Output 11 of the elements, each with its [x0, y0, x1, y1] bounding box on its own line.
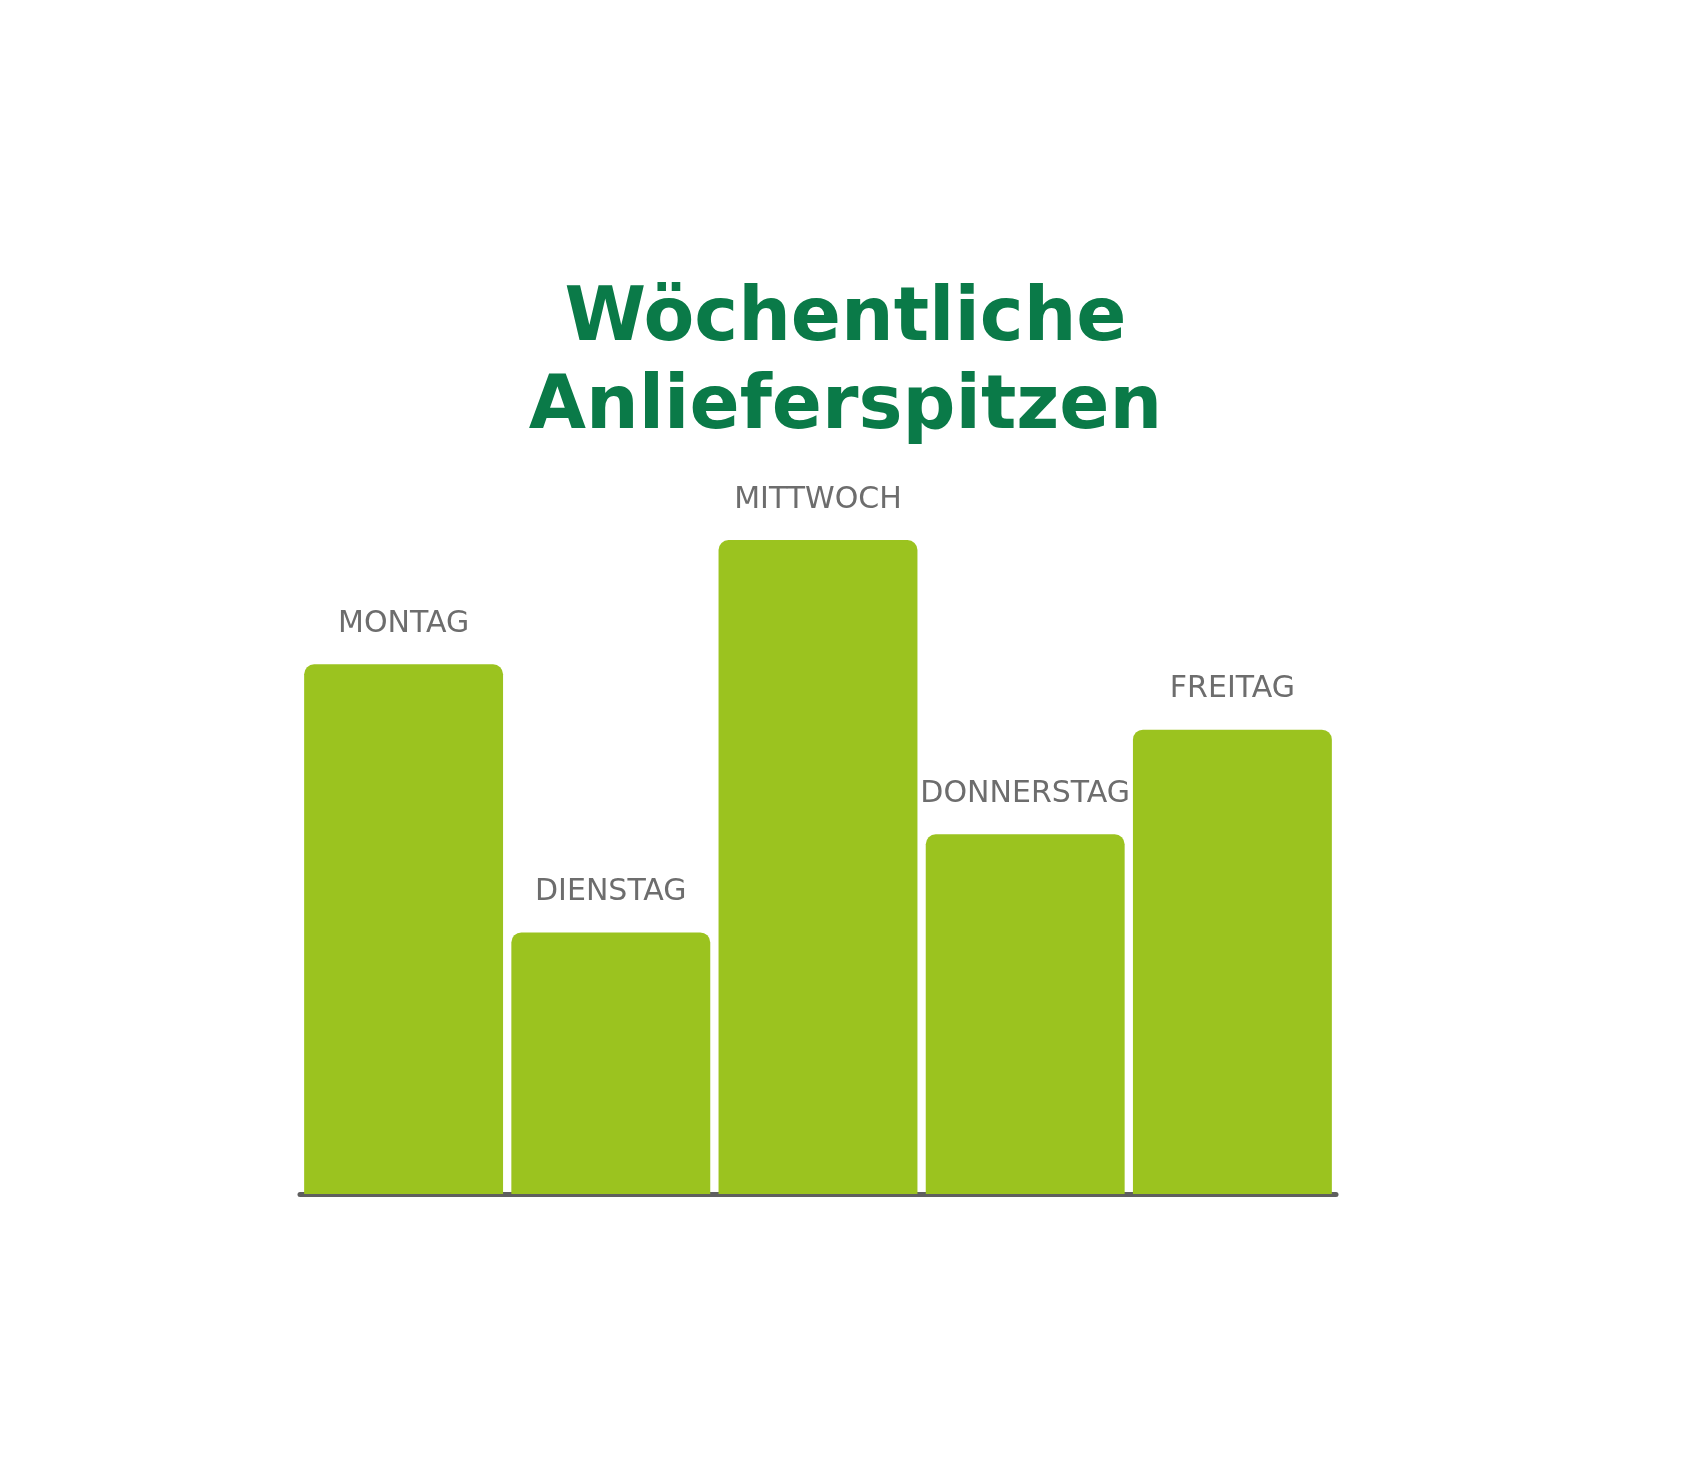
x-tick-label: FREITAG — [1169, 669, 1295, 705]
x-tick-label: DIENSTAG — [534, 871, 687, 907]
chart-title: Wöchentliche Anlieferspitzen — [528, 271, 1163, 445]
bar — [1132, 729, 1332, 1194]
bar — [511, 932, 711, 1194]
bar — [304, 664, 504, 1194]
bar — [718, 540, 918, 1194]
x-tick-label: DONNERSTAG — [920, 773, 1131, 809]
bar — [925, 834, 1125, 1194]
x-tick-label: MITTWOCH — [734, 479, 902, 515]
x-tick-label: MONTAG — [338, 603, 470, 639]
